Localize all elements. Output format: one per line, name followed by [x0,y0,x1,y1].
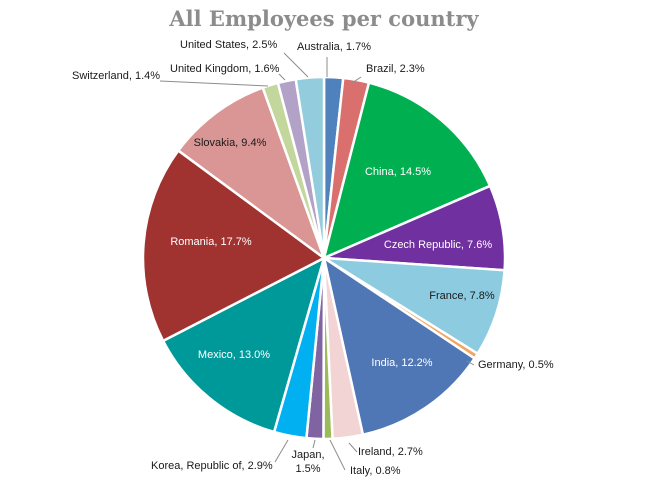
leader-line [329,439,346,471]
leader-line [274,439,289,463]
pie-slice [294,75,326,260]
leader-line [278,73,286,81]
pie-slice [177,86,326,260]
slice-label: India, 12.2% [371,357,432,369]
leader-line [283,52,309,78]
slice-label: Mexico, 13.0% [198,349,270,361]
slice-label: Ireland, 2.7% [358,446,423,458]
chart-title: All Employees per country [168,6,479,31]
leader-line [466,360,475,366]
slice-label: United States, 2.5% [180,39,277,51]
pie-slice [322,81,492,260]
slice-labels: Australia, 1.7% Brazil, 2.3% China, 14.5% C… [72,39,554,477]
slice-label: Switzerland, 1.4% [72,70,160,82]
slice-label: Slovakia, 9.4% [194,137,267,149]
leader-line [312,439,316,449]
slice-label: Germany, 0.5% [478,359,554,371]
slice-label: Czech Republic, 7.6% [384,239,492,251]
slice-label: Korea, Republic of, 2.9% [151,460,273,472]
slice-label: Japan, 1.5% [291,449,324,475]
slice-label: Italy, 0.8% [350,465,401,477]
leader-line [351,76,362,84]
slice-label: Australia, 1.7% [297,41,371,53]
slice-label: Romania, 17.7% [170,236,252,248]
slice-label: China, 14.5% [365,166,431,178]
leader-line [159,80,269,87]
slice-label: Brazil, 2.3% [366,63,425,75]
pie-slice [141,149,326,343]
slice-label: France, 7.8% [429,290,495,302]
pie-slices [141,75,507,441]
pie-slice [161,256,326,434]
leader-lines [159,52,475,471]
pie-slice [322,256,476,437]
leader-line [348,442,358,453]
slice-label: United Kingdom, 1.6% [170,63,280,75]
